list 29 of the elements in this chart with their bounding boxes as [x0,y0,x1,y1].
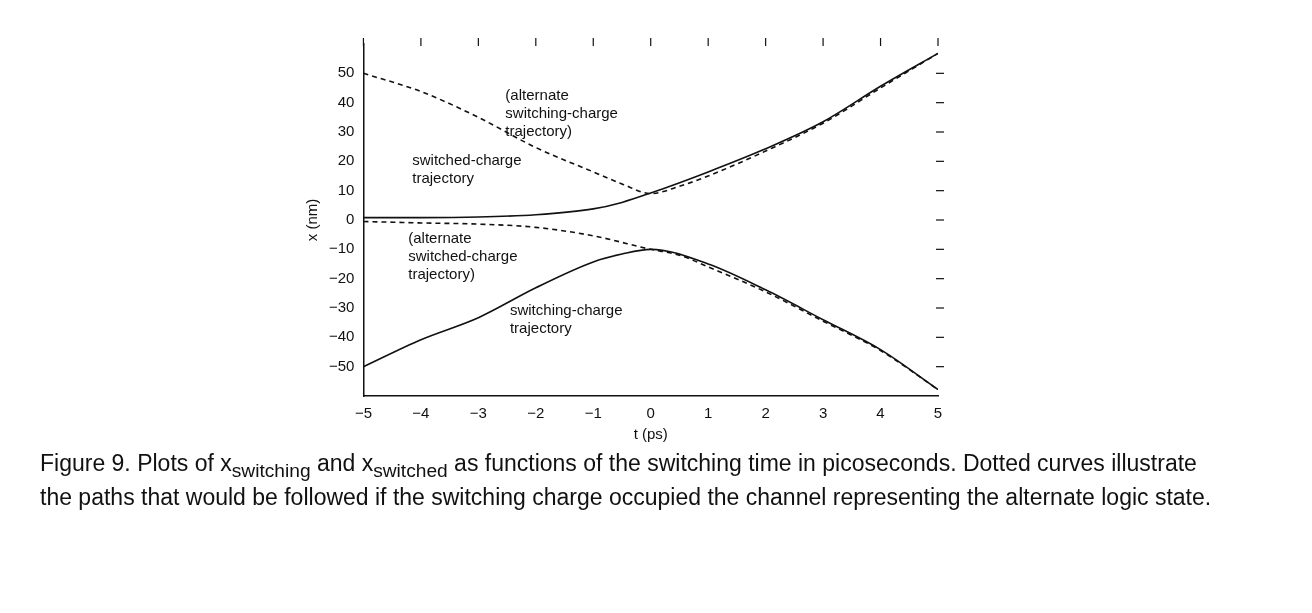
annotation: (alternate switched-charge trajectory) [408,229,518,283]
x-tick-label: −3 [469,404,487,422]
x-tick-label: −4 [412,404,430,422]
y-tick-label: 40 [337,92,355,110]
y-tick-label: 30 [337,122,355,140]
x-tick-label: 1 [704,404,713,422]
x-tick-label: 3 [818,404,828,422]
y-tick-label: −50 [328,356,355,374]
y-tick-label: 10 [337,180,355,198]
y-axis-title: x (nm) [303,198,321,242]
x-tick-label: 4 [876,404,885,422]
annotation: switched-charge trajectory [412,151,522,187]
x-tick-label: −2 [527,404,545,422]
y-tick-label: −40 [328,327,355,345]
y-tick-label: 50 [337,63,355,81]
y-tick-label: −30 [328,298,355,316]
y-tick-label: −20 [328,268,355,286]
annotation: (alternate switching-charge trajectory) [505,86,618,140]
x-axis-title: t (ps) [633,425,668,443]
annotation: switching-charge trajectory [509,300,623,336]
x-tick-label: −5 [354,404,372,422]
x-tick-label: 5 [933,404,943,422]
x-tick-label: −1 [584,404,602,422]
caption: Figure 9. Plots of x$_{switching}$ and x$_{switched}$ as functions of the switching time in picoseconds. Dotted curves illustrate the paths that would be followed if the switching charge occupied the channel representing the alternate logic state. [40,450,1213,511]
x-tick-label: 0 [646,404,655,422]
x-tick-label: 2 [761,404,770,422]
y-tick-label: 20 [337,151,355,169]
y-tick-label: 0 [346,210,355,228]
y-tick-label: −10 [328,239,355,257]
